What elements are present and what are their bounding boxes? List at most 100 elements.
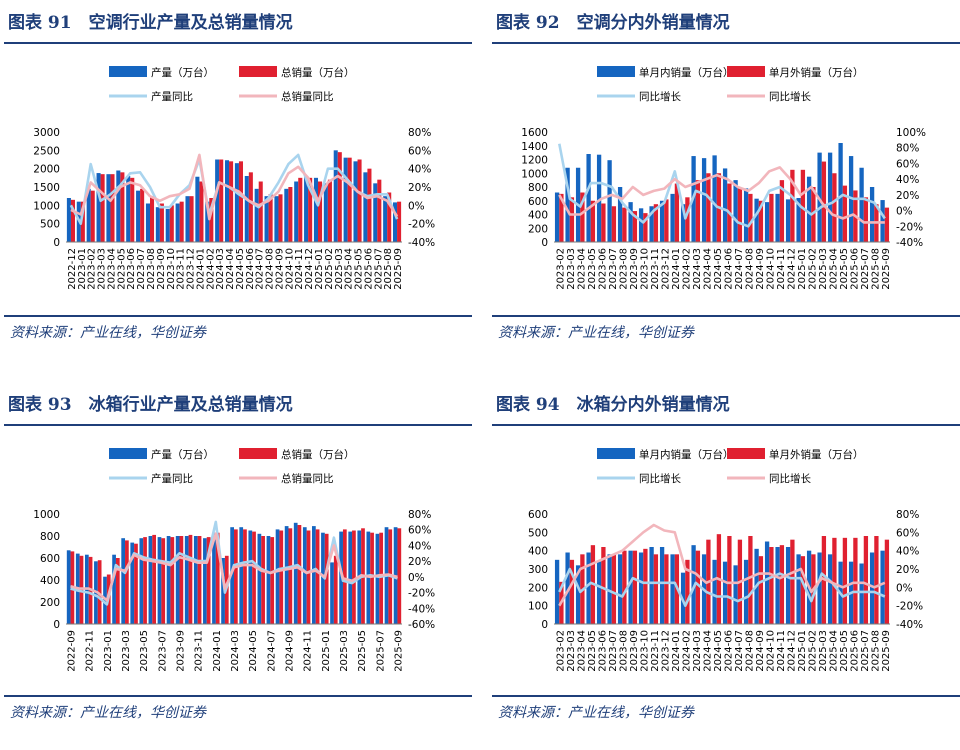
y2-tick-label: 80% <box>408 509 431 521</box>
x-tick-label: 2023-05 <box>587 630 598 672</box>
y2-tick-label: -20% <box>408 219 435 231</box>
bar <box>352 530 356 624</box>
bar <box>565 167 570 242</box>
bar <box>157 537 162 624</box>
bar <box>106 174 111 242</box>
legend-swatch <box>597 66 635 77</box>
source-rule <box>492 315 960 317</box>
bar <box>215 159 220 242</box>
bar <box>120 172 125 242</box>
bar <box>139 538 144 624</box>
legend-label: 总销量同比 <box>281 472 334 485</box>
x-tick-label: 2024-05 <box>713 630 724 672</box>
y-tick-label: 1400 <box>521 141 548 153</box>
bar <box>659 200 665 242</box>
x-tick-label: 2025-03 <box>339 630 350 672</box>
x-tick-label: 2025-01 <box>321 630 332 672</box>
bar <box>859 167 864 242</box>
bar <box>353 161 358 242</box>
bar <box>179 201 184 242</box>
bar <box>298 177 303 242</box>
bar <box>209 198 214 242</box>
bar <box>304 176 309 242</box>
bar <box>559 193 564 242</box>
bar <box>274 196 279 242</box>
bar <box>100 174 105 242</box>
bar <box>869 187 875 242</box>
bar <box>155 207 160 242</box>
bar <box>130 177 135 242</box>
bar <box>628 550 633 624</box>
bar <box>806 176 812 242</box>
bar <box>343 157 348 242</box>
bar <box>607 554 612 624</box>
y2-tick-label: -20% <box>896 601 923 613</box>
x-tick-label: 2024-01 <box>671 630 682 672</box>
x-tick-label: 2023-09 <box>629 248 640 290</box>
bar <box>112 554 116 624</box>
y-tick-label: 200 <box>40 597 60 609</box>
y-tick-label: 2500 <box>33 145 60 157</box>
x-tick-label: 2024-05 <box>235 248 246 290</box>
bar <box>145 203 150 242</box>
bar <box>779 545 785 624</box>
x-tick-label: 2023-05 <box>116 248 127 290</box>
bar <box>184 536 189 624</box>
bar <box>674 183 680 242</box>
bar <box>748 536 753 624</box>
bar <box>70 199 75 242</box>
bar <box>221 558 225 624</box>
bar <box>284 526 289 624</box>
bar <box>288 187 293 242</box>
x-tick-label: 2024-05 <box>713 248 724 290</box>
bar <box>185 196 190 242</box>
bar <box>685 559 690 624</box>
bar <box>239 527 244 624</box>
x-tick-label: 2023-08 <box>618 630 629 672</box>
bar <box>254 188 259 242</box>
y2-tick-label: 60% <box>896 527 919 539</box>
bar <box>596 154 602 242</box>
bar <box>219 159 224 242</box>
bar <box>758 200 764 242</box>
bar <box>175 536 180 624</box>
y2-tick-label: 0% <box>896 206 913 218</box>
bar <box>680 204 686 242</box>
bar <box>800 169 806 242</box>
bar <box>115 558 120 624</box>
x-tick-label: 2025-04 <box>828 630 839 672</box>
bar <box>297 525 302 624</box>
chart-title: 图表 94 冰箱分内外销量情况 <box>496 395 730 415</box>
bar <box>324 533 329 624</box>
bar <box>348 531 353 624</box>
legend-swatch <box>239 66 277 77</box>
x-tick-label: 2024-03 <box>692 630 703 672</box>
bar <box>880 200 885 242</box>
y2-tick-label: 80% <box>896 509 919 521</box>
bar <box>86 188 91 242</box>
x-tick-label: 2025-06 <box>849 248 860 290</box>
chart-svg: 产量（万台） 总销量（万台） 产量同比 总销量同比 0 500 1000 1500 2000 25… <box>33 66 435 290</box>
bar <box>125 540 129 624</box>
x-tick-label: 2023-05 <box>139 630 150 672</box>
x-tick-label: 2023-12 <box>186 248 197 290</box>
x-tick-label: 2023-06 <box>597 630 608 672</box>
x-tick-label: 2024-01 <box>671 248 682 290</box>
bar <box>261 536 265 624</box>
bar <box>821 161 827 242</box>
x-tick-label: 2024-06 <box>245 248 256 290</box>
bar <box>229 161 234 242</box>
bar <box>270 537 275 624</box>
y2-tick-label: 40% <box>408 164 431 176</box>
bar <box>832 537 837 624</box>
bar <box>586 552 591 624</box>
y-tick-label: 0 <box>541 619 548 631</box>
legend-label: 产量（万台） <box>151 66 214 79</box>
bar <box>601 203 606 242</box>
y-tick-label: 500 <box>40 219 60 231</box>
x-tick-label: 2025-05 <box>354 248 365 290</box>
y2-tick-label: 20% <box>896 190 919 202</box>
x-tick-label: 2024-02 <box>681 630 692 672</box>
x-tick-label: 2023-04 <box>576 248 587 290</box>
bar <box>764 202 770 242</box>
